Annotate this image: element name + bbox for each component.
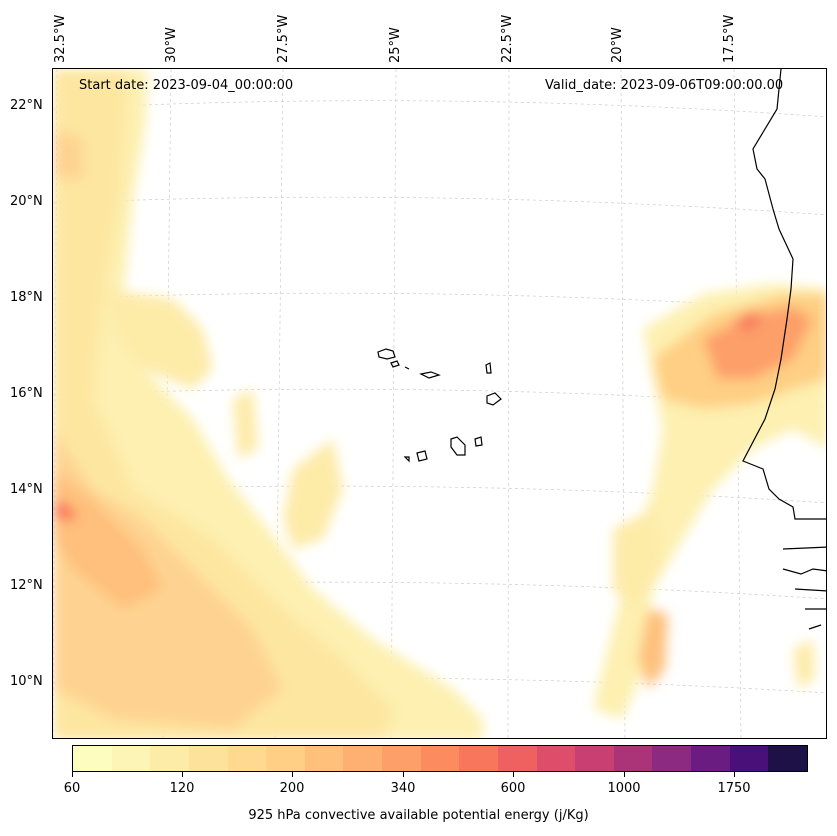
colorbar-segment bbox=[652, 746, 691, 771]
colorbar-tick bbox=[513, 772, 514, 777]
colorbar-segment bbox=[227, 746, 267, 771]
colorbar-segment bbox=[420, 746, 460, 771]
colorbar-segment bbox=[266, 746, 305, 771]
colorbar-tick-label: 60 bbox=[63, 781, 81, 796]
colorbar-tick bbox=[403, 772, 404, 777]
lat-tick-label: 18°N bbox=[10, 290, 43, 305]
colorbar-tick bbox=[182, 772, 183, 777]
colorbar-tick bbox=[72, 772, 73, 777]
colorbar-tick-label: 1750 bbox=[717, 781, 751, 796]
lat-tick-label: 20°N bbox=[10, 194, 43, 209]
colorbar-title: 925 hPa convective available potential e… bbox=[248, 808, 589, 823]
colorbar-tick-label: 200 bbox=[279, 781, 305, 796]
colorbar-segment bbox=[73, 746, 112, 771]
cape-map bbox=[53, 69, 826, 738]
colorbar-segment bbox=[691, 746, 730, 771]
lon-tick-label: 25°W bbox=[388, 27, 403, 63]
lon-tick-label: 30°W bbox=[164, 27, 179, 63]
colorbar-segment bbox=[575, 746, 614, 771]
colorbar-tick bbox=[734, 772, 735, 777]
colorbar-tick-label: 340 bbox=[390, 781, 416, 796]
start-date-label: Start date: 2023-09-04_00:00:00 bbox=[79, 78, 294, 93]
colorbar-segment bbox=[382, 746, 421, 771]
colorbar-segment bbox=[150, 746, 189, 771]
coastlines bbox=[377, 69, 826, 630]
lon-tick-label: 22.5°W bbox=[500, 14, 515, 63]
colorbar-segment bbox=[343, 746, 382, 771]
colorbar-segment bbox=[188, 746, 228, 771]
lat-tick-label: 12°N bbox=[10, 578, 43, 593]
colorbar-segment bbox=[304, 746, 344, 771]
colorbar-segment bbox=[768, 746, 807, 771]
colorbar-tick bbox=[624, 772, 625, 777]
colorbar-segment bbox=[459, 746, 498, 771]
valid-date-label: Valid_date: 2023-09-06T09:00:00.00 bbox=[545, 78, 784, 93]
colorbar-tick bbox=[292, 772, 293, 777]
cape-shading bbox=[53, 69, 826, 738]
colorbar bbox=[72, 745, 808, 772]
lon-tick-label: 32.5°W bbox=[53, 14, 68, 63]
colorbar-tick-label: 120 bbox=[169, 781, 195, 796]
lat-tick-label: 22°N bbox=[10, 98, 43, 113]
colorbar-segment bbox=[613, 746, 653, 771]
colorbar-segment bbox=[536, 746, 576, 771]
lon-tick-label: 20°W bbox=[610, 27, 625, 63]
lat-tick-label: 16°N bbox=[10, 386, 43, 401]
lat-tick-label: 10°N bbox=[10, 674, 43, 689]
colorbar-segment bbox=[111, 746, 151, 771]
lon-tick-label: 27.5°W bbox=[276, 14, 291, 63]
colorbar-tick-label: 600 bbox=[500, 781, 526, 796]
colorbar-segment bbox=[729, 746, 769, 771]
map-area[interactable] bbox=[52, 68, 827, 739]
colorbar-segment bbox=[497, 746, 537, 771]
lat-tick-label: 14°N bbox=[10, 482, 43, 497]
colorbar-tick-label: 1000 bbox=[607, 781, 641, 796]
lon-tick-label: 17.5°W bbox=[722, 14, 737, 63]
